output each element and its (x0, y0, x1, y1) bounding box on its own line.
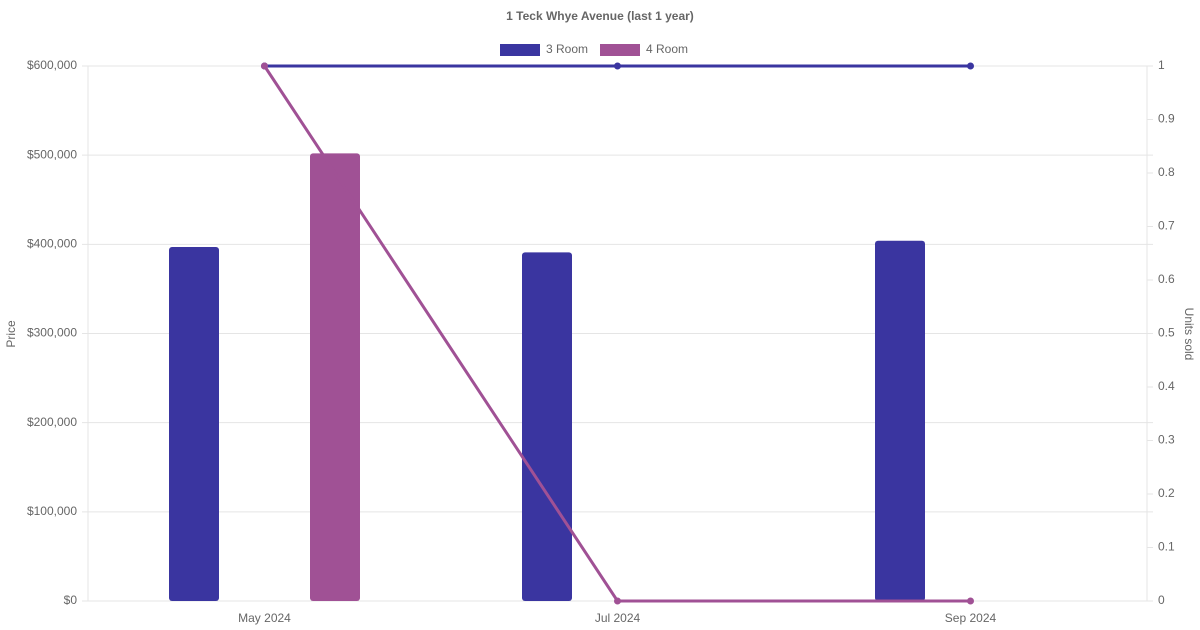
bar (310, 153, 360, 601)
point (614, 597, 621, 605)
point (261, 62, 268, 70)
y2-tick-label: 0.3 (1158, 433, 1175, 447)
y2-tick-label: 0.5 (1158, 326, 1175, 340)
y2-tick-label: 0.8 (1158, 165, 1175, 179)
y-tick-label: $0 (64, 593, 78, 607)
legend-label: 4 Room (646, 42, 688, 56)
bar (875, 240, 925, 601)
point (614, 62, 621, 70)
y2-tick-label: 0 (1158, 593, 1165, 607)
legend-label: 3 Room (546, 42, 588, 56)
x-tick-label: May 2024 (238, 611, 291, 625)
legend-swatch (500, 44, 540, 56)
x-tick-label: Sep 2024 (945, 611, 997, 625)
y2-tick-label: 0.7 (1158, 219, 1175, 233)
point (967, 597, 974, 605)
y2-axis-label: Units sold (1182, 308, 1196, 361)
y2-tick-label: 1 (1158, 58, 1165, 72)
y2-tick-label: 0.6 (1158, 272, 1175, 286)
y2-tick-label: 0.1 (1158, 540, 1175, 554)
bar (169, 247, 219, 601)
y2-tick-label: 0.9 (1158, 112, 1175, 126)
legend-swatch (600, 44, 640, 56)
y2-tick-label: 0.4 (1158, 379, 1175, 393)
chart-title: 1 Teck Whye Avenue (last 1 year) (506, 9, 694, 23)
y-tick-label: $300,000 (27, 326, 77, 340)
y-tick-label: $500,000 (27, 147, 77, 161)
y-tick-label: $100,000 (27, 504, 77, 518)
y-tick-label: $600,000 (27, 58, 77, 72)
y-tick-label: $400,000 (27, 237, 77, 251)
x-tick-label: Jul 2024 (595, 611, 641, 625)
y-tick-label: $200,000 (27, 415, 77, 429)
y2-tick-label: 0.2 (1158, 486, 1175, 500)
bar (522, 252, 572, 601)
point (967, 62, 974, 70)
y-axis-label: Price (4, 320, 18, 348)
